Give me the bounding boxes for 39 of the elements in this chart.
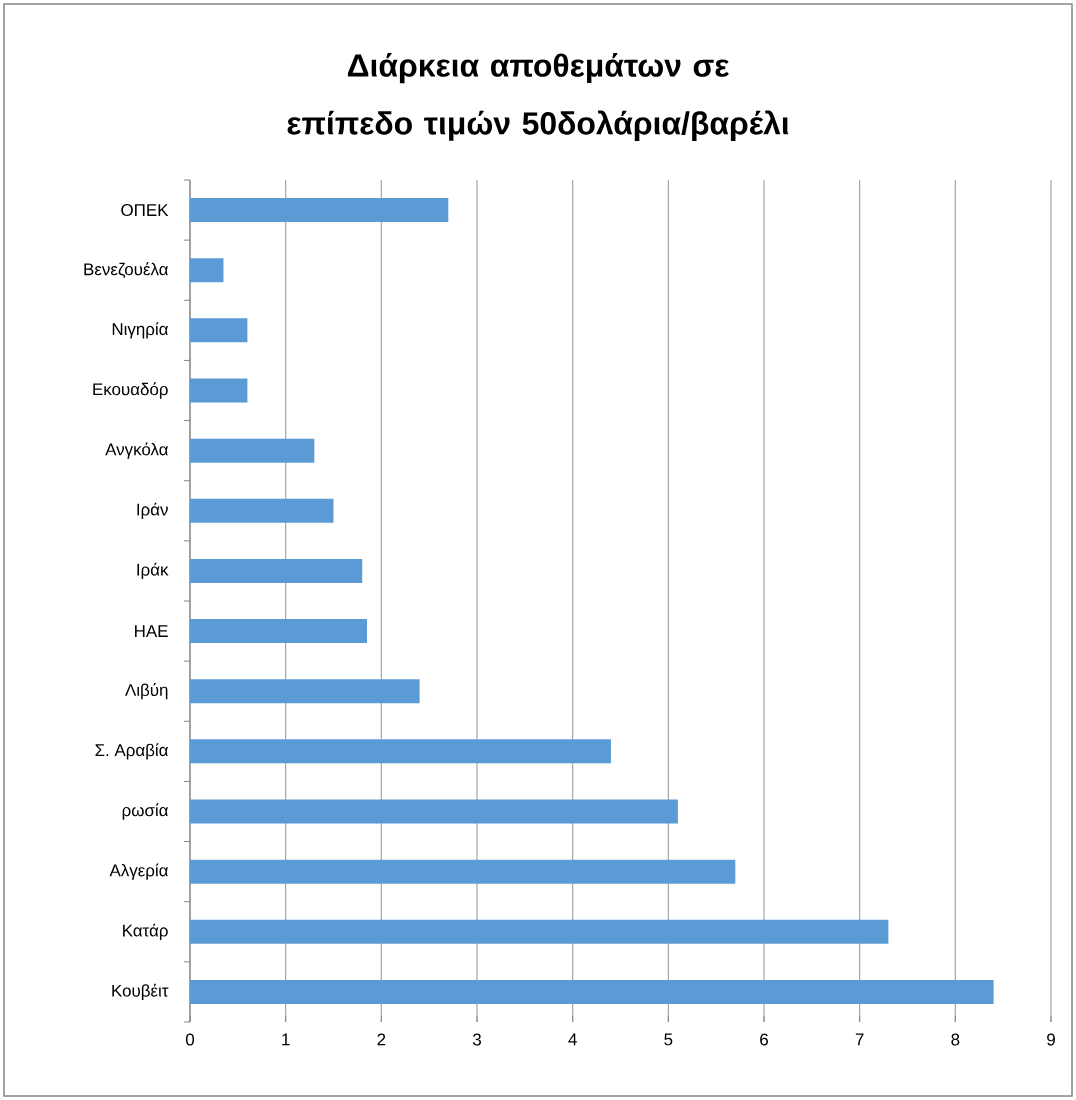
- y-tick-label: Ανγκόλα: [105, 442, 168, 459]
- bar: [190, 198, 449, 223]
- chart-title: Διάρκεια αποθεμάτων σε επίπεδο τιμών 50δολάρια/βαρέλι: [287, 53, 789, 141]
- x-tick-label: 7: [855, 1033, 864, 1046]
- y-tick-label: Νιγηρία: [112, 322, 168, 339]
- y-tick-label: ρωσία: [122, 803, 168, 820]
- x-tick-label: 9: [1047, 1033, 1055, 1046]
- y-tick-label: Ιράκ: [137, 562, 169, 580]
- bar: [190, 378, 248, 403]
- y-tick-label: Ιράν: [137, 502, 168, 519]
- bar: [190, 979, 994, 1004]
- y-tick-label: Εκουαδόρ: [93, 382, 168, 399]
- bar: [190, 739, 611, 764]
- bar: [190, 919, 889, 944]
- y-tick-label: Αλγερία: [109, 863, 168, 880]
- y-tick-label: Κουβέιτ: [112, 983, 169, 1001]
- x-tick-label: 8: [951, 1033, 960, 1046]
- y-tick-label: Λιβύη: [125, 683, 168, 700]
- bar: [190, 619, 367, 644]
- x-tick-label: 6: [760, 1033, 768, 1046]
- bar: [190, 438, 315, 463]
- bar: [190, 498, 334, 523]
- bar: [190, 258, 224, 283]
- y-tick-label: Σ. Αραβία: [95, 743, 168, 760]
- y-tick-label: Κατάρ: [123, 923, 168, 940]
- bar: [190, 799, 678, 824]
- x-tick-label: 2: [377, 1033, 386, 1046]
- y-tick-label: Βενεζουέλα: [84, 262, 168, 279]
- bar: [190, 859, 736, 884]
- x-tick-label: 0: [185, 1033, 195, 1046]
- bar: [190, 558, 363, 583]
- x-tick-label: 4: [568, 1033, 577, 1046]
- bar: [190, 679, 420, 704]
- y-tick-label: ΗΑΕ: [135, 625, 168, 637]
- x-tick-label: 3: [472, 1033, 481, 1046]
- bar: [190, 318, 248, 343]
- x-tick-label: 5: [664, 1033, 673, 1046]
- y-tick-label: ΟΠΕΚ: [121, 204, 169, 217]
- x-tick-label: 1: [282, 1033, 290, 1046]
